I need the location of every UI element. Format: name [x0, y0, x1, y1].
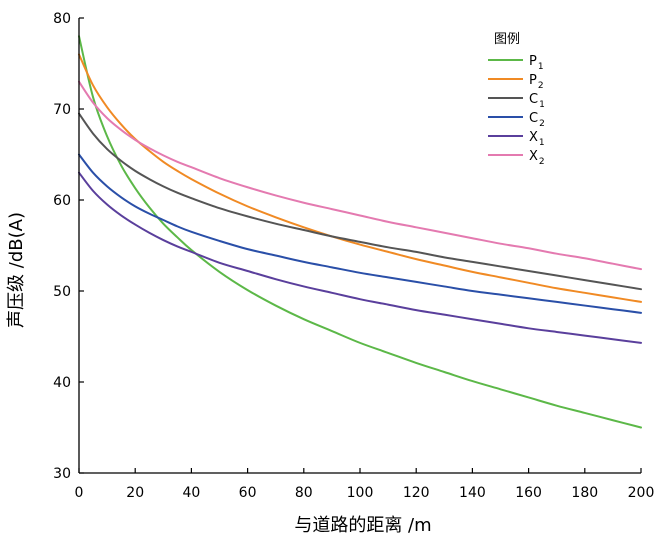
x-tick-label: 0	[75, 485, 84, 501]
y-tick-label: 30	[53, 466, 71, 482]
y-ticks: 30 40 50 60 70 80	[53, 11, 84, 482]
x-tick-label: 100	[347, 485, 374, 501]
y-tick-label: 80	[53, 11, 71, 27]
series-line-x2	[78, 80, 642, 271]
y-tick-label: 60	[53, 193, 71, 209]
x-tick-label: 180	[571, 485, 598, 501]
x-axis-title: 与道路的距离 /m	[294, 515, 431, 536]
y-tick-label: 70	[53, 102, 71, 118]
x-tick-label: 40	[182, 485, 200, 501]
series-line-p1	[78, 35, 642, 429]
x-tick-label: 140	[459, 485, 486, 501]
x-tick-label: 60	[239, 485, 257, 501]
x-tick-label: 120	[403, 485, 430, 501]
x-tick-label: 200	[628, 485, 655, 501]
series-line-x1	[78, 171, 642, 344]
x-tick-label: 20	[126, 485, 144, 501]
legend-title: 图例	[494, 32, 520, 47]
x-tick-label: 160	[515, 485, 542, 501]
y-tick-label: 50	[53, 284, 71, 300]
series-line-c2	[78, 153, 642, 314]
series-line-c1	[78, 112, 642, 291]
axes: 0 20 40 60 80 100 120 140 160 180 200 30 40 50 60 70 80	[53, 11, 654, 501]
y-axis-title: 声压级 /dB(A)	[6, 212, 27, 328]
plot-lines	[78, 35, 642, 429]
x-tick-label: 80	[295, 485, 313, 501]
x-ticks: 0 20 40 60 80 100 120 140 160 180 200	[75, 468, 655, 501]
y-tick-label: 40	[53, 375, 71, 391]
